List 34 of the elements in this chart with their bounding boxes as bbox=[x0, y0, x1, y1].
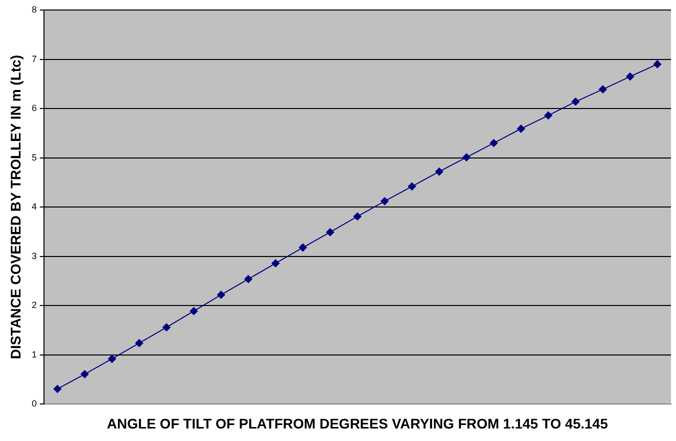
point bbox=[653, 60, 662, 68]
point bbox=[380, 197, 389, 206]
y-tick-label: 0 bbox=[32, 398, 37, 409]
point bbox=[490, 139, 498, 148]
point bbox=[408, 182, 416, 190]
point bbox=[598, 85, 607, 94]
point bbox=[353, 212, 362, 220]
y-tick-label: 7 bbox=[32, 54, 37, 64]
point bbox=[544, 111, 552, 120]
point bbox=[626, 72, 634, 81]
point bbox=[217, 290, 226, 299]
point bbox=[272, 259, 280, 268]
point bbox=[80, 370, 89, 378]
y-axis-title: DISTANCE COVERED BY TROLLEY IN m (Ltc) bbox=[7, 55, 24, 360]
y-tick-label: 3 bbox=[32, 250, 37, 261]
point bbox=[135, 339, 144, 348]
y-tick-label: 6 bbox=[32, 103, 37, 114]
point bbox=[190, 307, 198, 316]
y-tick-label: 1 bbox=[32, 349, 37, 360]
point bbox=[572, 98, 580, 106]
point bbox=[298, 244, 307, 252]
point bbox=[462, 153, 470, 162]
point bbox=[517, 124, 526, 133]
x-axis-title: ANGLE OF TILT OF PLATFROM DEGREES VARYING FROM 1.145 TO 45.145 bbox=[106, 415, 608, 432]
y-tick-label: 5 bbox=[32, 152, 37, 162]
y-tick-label: 2 bbox=[32, 300, 37, 310]
point bbox=[162, 323, 171, 332]
point bbox=[53, 384, 62, 393]
point bbox=[435, 168, 444, 176]
y-tick-label: 4 bbox=[32, 202, 37, 212]
point bbox=[108, 354, 116, 363]
point bbox=[244, 275, 252, 284]
y-tick-label: 8 bbox=[32, 4, 37, 14]
point bbox=[326, 228, 334, 236]
